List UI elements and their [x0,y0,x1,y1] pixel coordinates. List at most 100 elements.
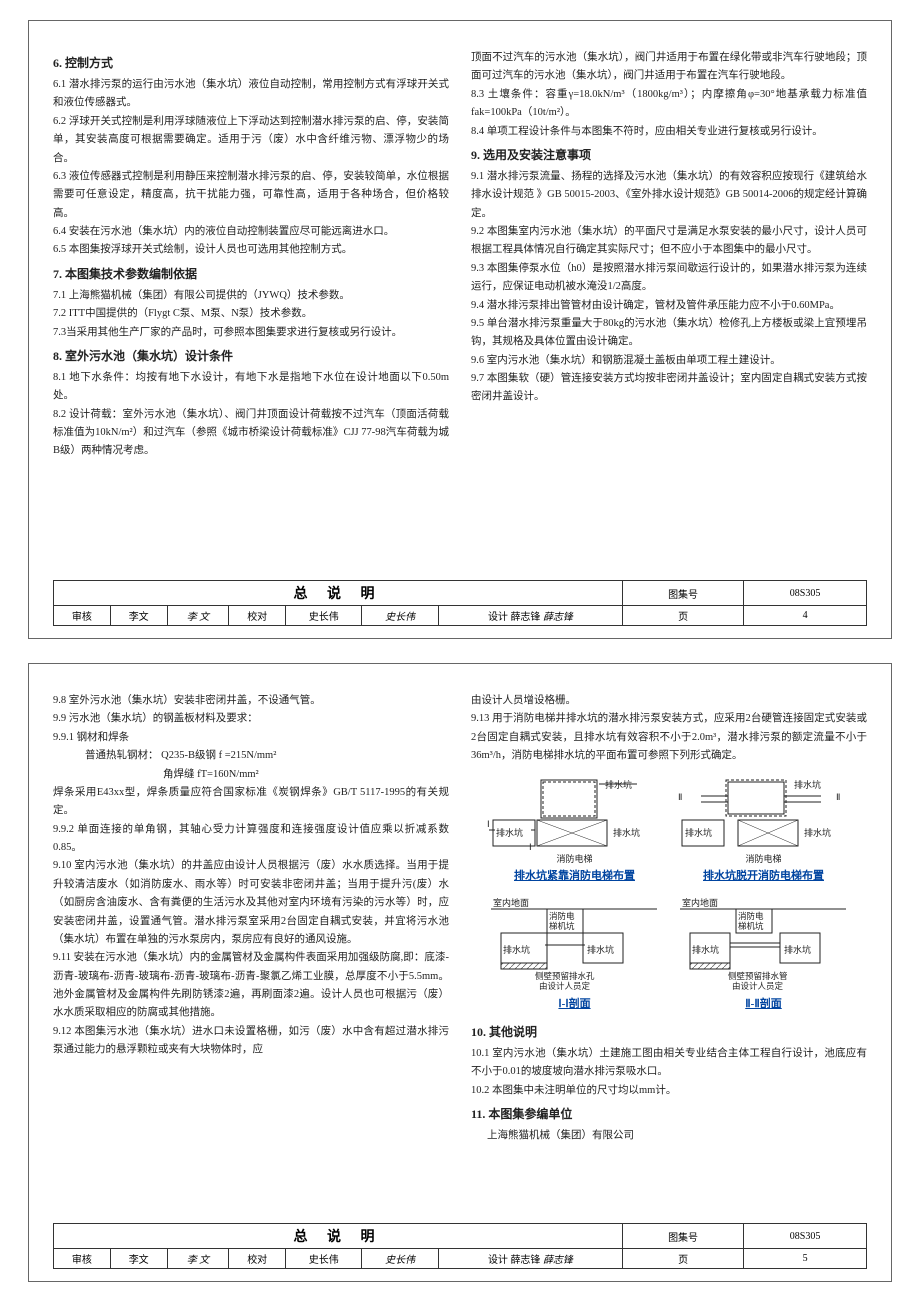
plan-right-label: 排水坑脱开消防电梯布置 [703,867,824,886]
svg-text:梯机坑: 梯机坑 [549,921,575,931]
para-9-12c: 由设计人员增设格栅。 [471,692,867,710]
para-9-1: 9.1 潜水排污泵流量、扬程的选择及污水池（集水坑）的有效容积应按现行《建筑给水… [471,168,867,223]
title-table-1: 总 说 明 图集号 08S305 审核 李文 李 文 校对 史长伟 史长伟 设计… [53,580,867,626]
svg-text:排水坑: 排水坑 [794,779,821,790]
page-num-2: 5 [744,1249,867,1269]
svg-text:由设计人员定: 由设计人员定 [539,981,591,991]
title-block-2: 总 说 明 图集号 08S305 审核 李文 李 文 校对 史长伟 史长伟 设计… [53,1223,867,1269]
tb2-c3: 史长伟 [286,1249,362,1269]
steel-spec-1: 普通热轧钢材： Q235-B级钢 f =215N/mm² [53,747,449,765]
svg-text:梯机坑: 梯机坑 [738,921,764,931]
tb1-c1: 李文 [110,606,167,626]
unit-name: 上海熊猫机械（集团）有限公司 [471,1127,867,1145]
page1-columns: 6. 控制方式 6.1 潜水排污泵的运行由污水池（集水坑）液位自动控制，常用控制… [53,49,867,570]
svg-text:侧壁预留排水孔: 侧壁预留排水孔 [535,971,595,981]
page-2: 9.8 室外污水池（集水坑）安装非密闭井盖，不设通气管。 9.9 污水池（集水坑… [28,663,892,1282]
weld-spec: 焊条采用E43xx型，焊条质量应符合国家标准《炭钢焊条》GB/T 5117-19… [53,784,449,821]
para-6-5: 6.5 本图集按浮球开关式绘制，设计人员也可选用其他控制方式。 [53,241,449,259]
para-9-8: 9.8 室外污水池（集水坑）安装非密闭井盖，不设通气管。 [53,692,449,710]
para-6-2: 6.2 浮球开关式控制是利用浮球随液位上下浮动达到控制潜水排污泵的启、停，安装简… [53,113,449,168]
svg-text:Ⅰ: Ⅰ [529,842,532,852]
para-7-3: 7.3当采用其他生产厂家的产品时，可参照本图集要求进行复核或另行设计。 [53,324,449,342]
plan-left-mid: 消防电梯 [556,852,592,868]
svg-text:消防电: 消防电 [738,911,764,921]
tb1-sig2: 史长伟 [362,606,438,626]
para-8-1: 8.1 地下水条件：均按有地下水设计，有地下水是指地下水位在设计地面以下0.50… [53,369,449,406]
para-9-4: 9.4 潜水排污泵排出管管材由设计确定，管材及管件承压能力应不小于0.60MPa… [471,297,867,315]
heading-6: 6. 控制方式 [53,53,449,74]
steel-spec-2: 角焊缝 fT=160N/mm² [53,766,449,784]
tuji-val-2: 08S305 [744,1224,867,1249]
para-10-2: 10.2 本图集中未注明单位的尺寸均以mm计。 [471,1082,867,1100]
para-9-9-2: 9.9.2 单面连接的单角钢，其轴心受力计算强度和连接强度设计值应乘以折减系数0… [53,821,449,858]
para-9-13: 9.13 用于消防电梯井排水坑的潜水排污泵安装方式，应采用2台硬管连接固定式安装… [471,710,867,765]
svg-text:排水坑: 排水坑 [503,944,530,955]
plan-diagram-left: 排水坑 排水坑 排水坑 Ⅰ Ⅰ 消防电梯 排水坑紧 [487,774,662,887]
tb2-c2: 校对 [229,1249,286,1269]
para-9-3: 9.3 本图集停泵水位（h0）是按照潜水排污泵间歇运行设计的，如果潜水排污泵为连… [471,260,867,297]
heading-10: 10. 其他说明 [471,1022,867,1043]
tb2-c5: 薛志锋 [510,1255,540,1266]
tb2-c4: 设计 [488,1255,508,1266]
plan-diagrams: 排水坑 排水坑 排水坑 Ⅰ Ⅰ 消防电梯 排水坑紧 [471,774,867,887]
tb1-c3: 史长伟 [286,606,362,626]
para-8-4: 8.4 单项工程设计条件与本图集不符时，应由相关专业进行复核或另行设计。 [471,123,867,141]
tb2-sig1: 李 文 [167,1249,229,1269]
svg-text:Ⅱ: Ⅱ [836,792,840,802]
heading-7: 7. 本图集技术参数编制依据 [53,264,449,285]
tb1-sig3: 薛志锋 [543,612,573,623]
svg-text:排水坑: 排水坑 [496,827,523,838]
page-num-1: 4 [744,606,867,626]
tb2-sig2: 史长伟 [362,1249,438,1269]
heading-9: 9. 选用及安装注意事项 [471,145,867,166]
svg-text:室内地面: 室内地面 [493,897,529,908]
page-label-1: 页 [623,606,744,626]
svg-text:Ⅰ: Ⅰ [487,819,490,829]
para-9-6: 9.6 室内污水池（集水坑）和钢筋混凝土盖板由单项工程土建设计。 [471,352,867,370]
para-9-7: 9.7 本图集软（硬）管连接安装方式均按非密闭井盖设计；室内固定自耦式安装方式按… [471,370,867,407]
page2-left-col: 9.8 室外污水池（集水坑）安装非密闭井盖，不设通气管。 9.9 污水池（集水坑… [53,692,449,1213]
para-9-9: 9.9 污水池（集水坑）的钢盖板材料及要求： [53,710,449,728]
section-left-label: Ⅰ-Ⅰ剖面 [558,995,590,1014]
para-9-9-1: 9.9.1 钢材和焊条 [53,729,449,747]
svg-text:消防电: 消防电 [549,911,575,921]
para-6-1: 6.1 潜水排污泵的运行由污水池（集水坑）液位自动控制，常用控制方式有浮球开关式… [53,76,449,113]
page2-columns: 9.8 室外污水池（集水坑）安装非密闭井盖，不设通气管。 9.9 污水池（集水坑… [53,692,867,1213]
para-9-2: 9.2 本图集室内污水池（集水坑）的平面尺寸是满足水泵安装的最小尺寸，设计人员可… [471,223,867,260]
tb1-c5: 薛志锋 [510,612,540,623]
tuji-label-1: 图集号 [623,581,744,606]
tb1-sig1: 李 文 [167,606,229,626]
heading-8: 8. 室外污水池（集水坑）设计条件 [53,346,449,367]
para-7-1: 7.1 上海熊猫机械（集团）有限公司提供的（JYWQ）技术参数。 [53,287,449,305]
tb1-c0: 审核 [54,606,111,626]
section-right-label: Ⅱ-Ⅱ剖面 [745,995,782,1014]
para-6-3: 6.3 液位传感器式控制是利用静压来控制潜水排污泵的启、停，安装较简单，水位根据… [53,168,449,223]
title-block-1: 总 说 明 图集号 08S305 审核 李文 李 文 校对 史长伟 史长伟 设计… [53,580,867,626]
tb2-sig3: 薛志锋 [543,1255,573,1266]
section-diagrams: 室内地面 消防电 梯机坑 排水坑 排水坑 侧壁预留排水孔 由设计人员定 [471,895,867,1014]
page1-right-col: 顶面不过汽车的污水池（集水坑），阀门井适用于布置在绿化带或非汽车行驶地段；顶面可… [471,49,867,570]
page-label-2: 页 [623,1249,744,1269]
tuji-label-2: 图集号 [623,1224,744,1249]
para-10-1: 10.1 室内污水池（集水坑）土建施工图由相关专业结合主体工程自行设计，池底应有… [471,1045,867,1082]
para-9-11: 9.11 安装在污水池（集水坑）内的金属管材及金属构件表面采用加强级防腐,即：底… [53,949,449,1023]
svg-text:Ⅱ: Ⅱ [678,792,682,802]
para-9-10: 9.10 室内污水池（集水坑）的井盖应由设计人员根据污（废）水水质选择。当用于提… [53,857,449,949]
para-9-12: 9.12 本图集污水池（集水坑）进水口未设置格栅，如污（废）水中含有超过潜水排污… [53,1023,449,1060]
svg-text:由设计人员定: 由设计人员定 [732,981,784,991]
section-left: 室内地面 消防电 梯机坑 排水坑 排水坑 侧壁预留排水孔 由设计人员定 [487,895,662,1014]
svg-text:排水坑: 排水坑 [804,827,831,838]
svg-text:室内地面: 室内地面 [682,897,718,908]
heading-11: 11. 本图集参编单位 [471,1104,867,1125]
para-8-2c: 顶面不过汽车的污水池（集水坑），阀门井适用于布置在绿化带或非汽车行驶地段；顶面可… [471,49,867,86]
plan-svg-right: 排水坑 Ⅱ Ⅱ 排水坑 排水坑 [676,774,851,852]
plan-left-label: 排水坑紧靠消防电梯布置 [514,867,635,886]
tb1-c4: 设计 [488,612,508,623]
para-9-5: 9.5 单台潜水排污泵重量大于80kg的污水池（集水坑）检修孔上方楼板或梁上宜预… [471,315,867,352]
title-table-2: 总 说 明 图集号 08S305 审核 李文 李 文 校对 史长伟 史长伟 设计… [53,1223,867,1269]
page-1: 6. 控制方式 6.1 潜水排污泵的运行由污水池（集水坑）液位自动控制，常用控制… [28,20,892,639]
section-svg-left: 室内地面 消防电 梯机坑 排水坑 排水坑 侧壁预留排水孔 由设计人员定 [487,895,662,995]
svg-text:排水坑: 排水坑 [613,827,640,838]
plan-right-mid: 消防电梯 [745,852,781,868]
svg-text:侧壁预留排水管: 侧壁预留排水管 [728,971,788,981]
